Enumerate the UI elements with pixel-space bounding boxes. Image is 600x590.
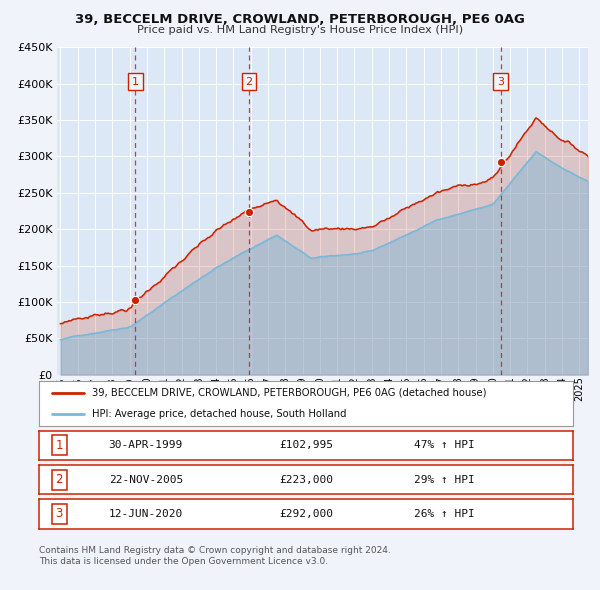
Text: 47% ↑ HPI: 47% ↑ HPI bbox=[415, 441, 475, 450]
Text: 12-JUN-2020: 12-JUN-2020 bbox=[109, 509, 183, 519]
Text: £223,000: £223,000 bbox=[279, 475, 333, 484]
Text: 3: 3 bbox=[497, 77, 504, 87]
Text: Contains HM Land Registry data © Crown copyright and database right 2024.: Contains HM Land Registry data © Crown c… bbox=[39, 546, 391, 555]
Text: 1: 1 bbox=[132, 77, 139, 87]
Text: 26% ↑ HPI: 26% ↑ HPI bbox=[415, 509, 475, 519]
Text: 2: 2 bbox=[56, 473, 63, 486]
Text: 39, BECCELM DRIVE, CROWLAND, PETERBOROUGH, PE6 0AG (detached house): 39, BECCELM DRIVE, CROWLAND, PETERBOROUG… bbox=[92, 388, 487, 398]
Text: £102,995: £102,995 bbox=[279, 441, 333, 450]
Text: £292,000: £292,000 bbox=[279, 509, 333, 519]
Text: 29% ↑ HPI: 29% ↑ HPI bbox=[415, 475, 475, 484]
Text: 2: 2 bbox=[245, 77, 253, 87]
Text: 30-APR-1999: 30-APR-1999 bbox=[109, 441, 183, 450]
Text: Price paid vs. HM Land Registry's House Price Index (HPI): Price paid vs. HM Land Registry's House … bbox=[137, 25, 463, 35]
Text: 22-NOV-2005: 22-NOV-2005 bbox=[109, 475, 183, 484]
Text: HPI: Average price, detached house, South Holland: HPI: Average price, detached house, Sout… bbox=[92, 409, 347, 419]
Text: 3: 3 bbox=[56, 507, 63, 520]
Text: This data is licensed under the Open Government Licence v3.0.: This data is licensed under the Open Gov… bbox=[39, 558, 328, 566]
Text: 1: 1 bbox=[56, 439, 63, 452]
Text: 39, BECCELM DRIVE, CROWLAND, PETERBOROUGH, PE6 0AG: 39, BECCELM DRIVE, CROWLAND, PETERBOROUG… bbox=[75, 13, 525, 26]
